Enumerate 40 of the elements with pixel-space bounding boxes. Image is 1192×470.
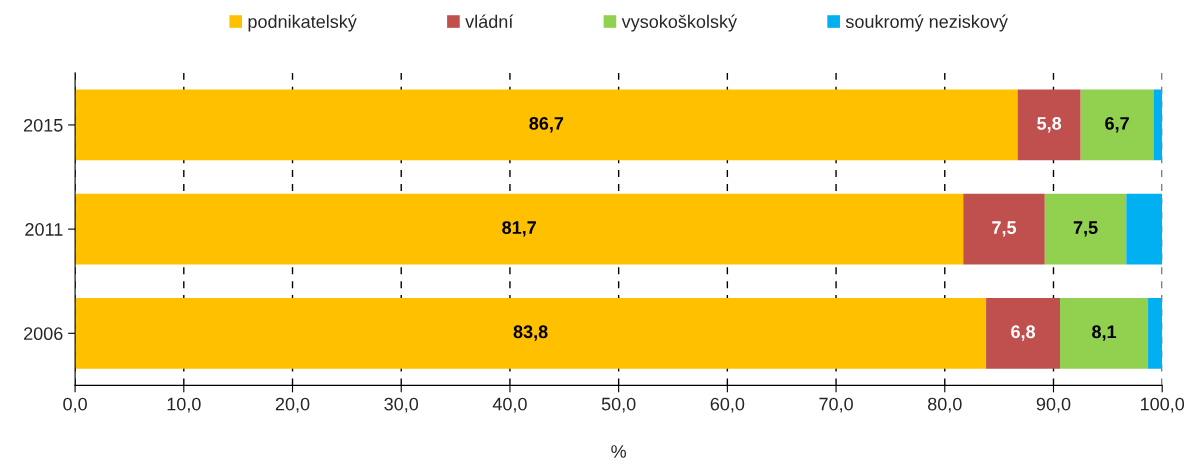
y-tick-label: 2006 (24, 327, 63, 341)
x-tick-label: 90,0 (1036, 397, 1071, 413)
data-label: 86,7 (529, 117, 564, 133)
bar (1060, 297, 1149, 369)
bar (1044, 193, 1127, 265)
data-label: 6,8 (1011, 325, 1036, 341)
x-tick-label: 20,0 (275, 397, 310, 413)
bar (986, 297, 1061, 369)
x-axis-title: % (611, 445, 627, 458)
x-tick-label: 10,0 (167, 397, 201, 413)
bar (963, 193, 1045, 265)
bar (1153, 89, 1163, 161)
x-tick-label: 70,0 (819, 397, 853, 413)
data-label: 7,5 (992, 221, 1017, 237)
x-tick-label: 30,0 (384, 397, 419, 413)
bar (1148, 297, 1163, 369)
legend-label: soukromý neziskový (845, 14, 1008, 32)
data-label: 83,8 (513, 325, 548, 341)
x-tick-label: 100,0 (1140, 397, 1185, 413)
bar (1080, 89, 1154, 161)
data-label: 81,7 (502, 221, 536, 237)
x-tick-label: 40,0 (492, 397, 527, 413)
data-label: 5,8 (1037, 117, 1062, 133)
x-tick-label: 60,0 (710, 397, 745, 413)
bar (75, 193, 964, 265)
y-tick-label: 2015 (24, 118, 63, 132)
x-tick-label: 0,0 (63, 397, 87, 413)
x-tick-label: 80,0 (927, 397, 962, 413)
bar (1017, 89, 1081, 161)
bar (1126, 193, 1163, 265)
data-label: 6,7 (1105, 117, 1129, 133)
data-label: 8,1 (1092, 325, 1117, 341)
legend-label: vysokoškolský (621, 14, 738, 32)
data-label: 7,5 (1073, 221, 1098, 237)
y-tick-label: 2011 (25, 223, 63, 236)
bar (75, 89, 1018, 161)
x-tick-label: 50,0 (601, 397, 636, 413)
bar (75, 297, 987, 369)
legend-label: podnikatelský (248, 14, 357, 32)
legend-label: vládní (465, 14, 514, 29)
